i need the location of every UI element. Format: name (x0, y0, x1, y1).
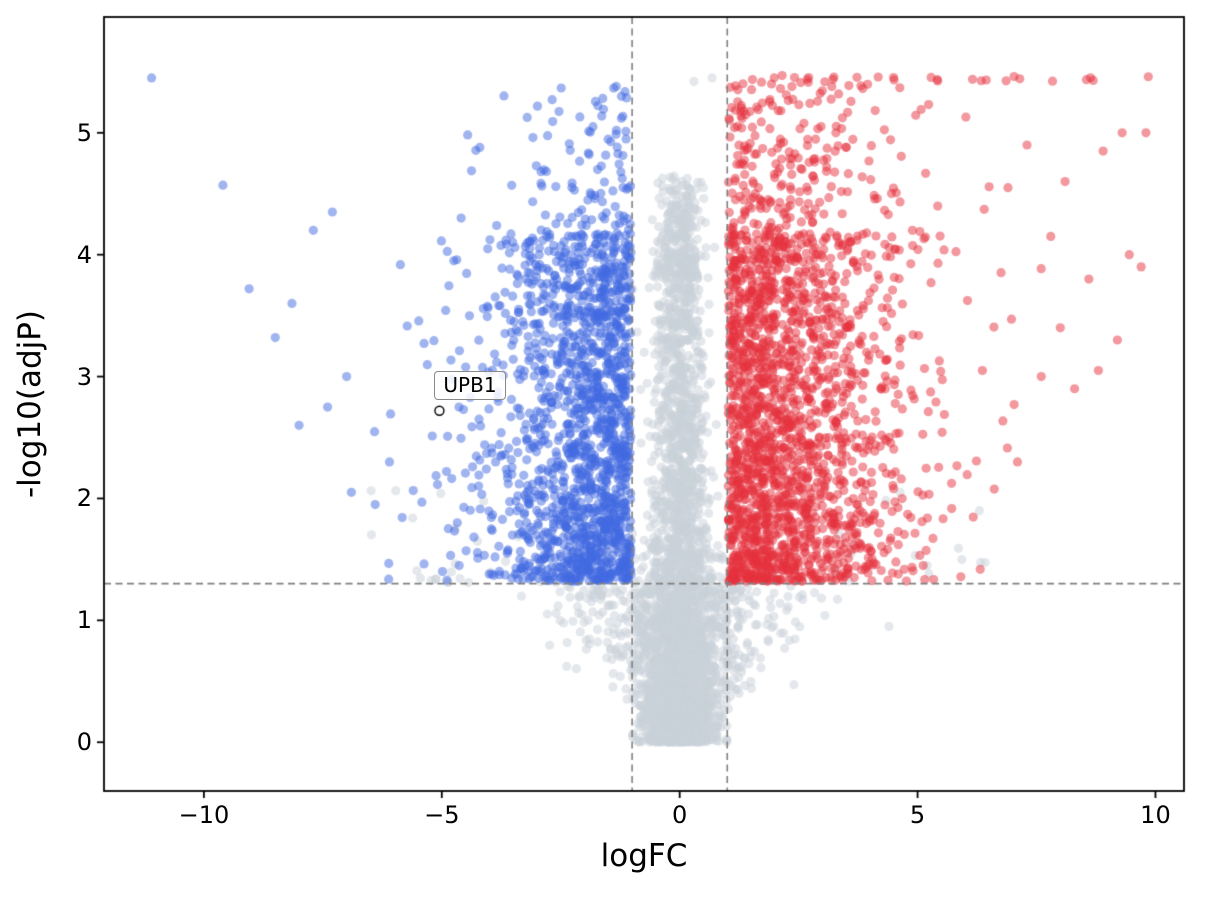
y-tick-label: 1 (76, 606, 92, 635)
x-tick-label: −5 (424, 801, 460, 829)
y-tick-label: 3 (76, 362, 92, 391)
y-tick-label: 0 (76, 728, 92, 757)
x-tick-label: 0 (672, 801, 688, 829)
gene-annotation-label: UPB1 (434, 370, 506, 400)
y-tick-label: 4 (76, 240, 92, 269)
x-tick-label: 10 (1140, 801, 1171, 829)
y-tick-label: 5 (76, 118, 92, 147)
y-tick-label: 2 (76, 484, 92, 513)
x-tick-label: 5 (909, 801, 926, 829)
y-axis-label: -log10(adjP) (12, 309, 48, 499)
x-axis-label: logFC (600, 838, 688, 874)
x-tick-label: −10 (178, 801, 230, 829)
